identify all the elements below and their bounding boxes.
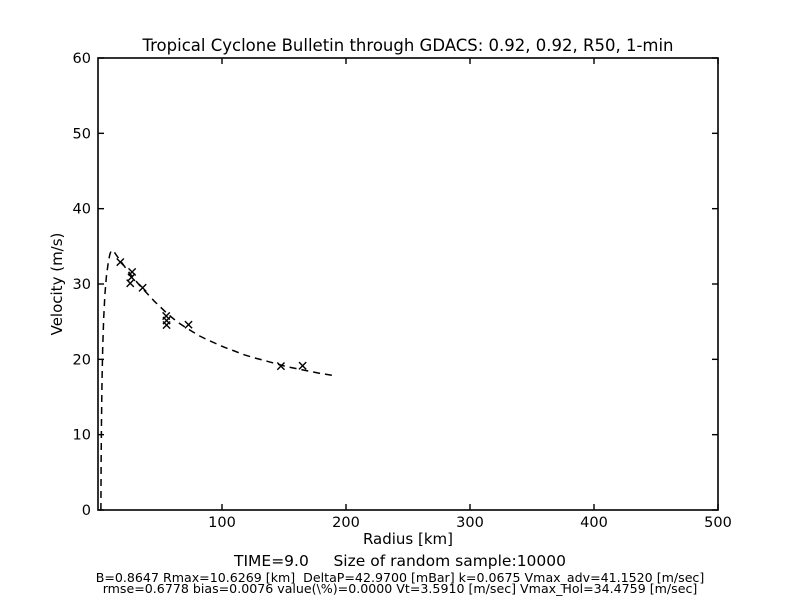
x-tick-label: 500 xyxy=(704,515,732,531)
params-caption-line1: B=0.8647 Rmax=10.6269 [km] DeltaP=42.970… xyxy=(95,570,705,585)
params-caption-line2: rmse=0.6778 bias=0.0076 value(\%)=0.0000… xyxy=(102,581,698,596)
y-tick-label: 0 xyxy=(82,503,91,519)
y-tick-label: 50 xyxy=(73,126,91,142)
y-tick-label: 10 xyxy=(73,428,91,444)
x-tick-label: 100 xyxy=(208,515,236,531)
data-marker-x xyxy=(276,362,285,371)
plot-frame xyxy=(97,57,719,511)
model-curve xyxy=(100,249,334,511)
x-axis-label: Radius [km] xyxy=(362,530,454,548)
data-marker-x xyxy=(138,283,147,292)
y-tick-label: 60 xyxy=(73,51,91,67)
data-marker-x xyxy=(116,258,125,267)
data-marker-x xyxy=(127,273,136,282)
x-tick-label: 300 xyxy=(456,515,484,531)
x-tick-label: 200 xyxy=(332,515,360,531)
chart-title: Tropical Cyclone Bulletin through GDACS:… xyxy=(142,36,674,55)
data-marker-x xyxy=(298,361,307,370)
y-tick-label: 40 xyxy=(73,202,91,218)
time-sample-caption: TIME=9.0 Size of random sample:10000 xyxy=(233,552,567,570)
y-tick-label: 30 xyxy=(73,277,91,293)
y-tick-label: 20 xyxy=(73,352,91,368)
data-marker-x xyxy=(184,320,193,329)
data-marker-x xyxy=(162,320,171,330)
data-marker-x xyxy=(126,279,135,288)
x-tick-label: 400 xyxy=(580,515,608,531)
